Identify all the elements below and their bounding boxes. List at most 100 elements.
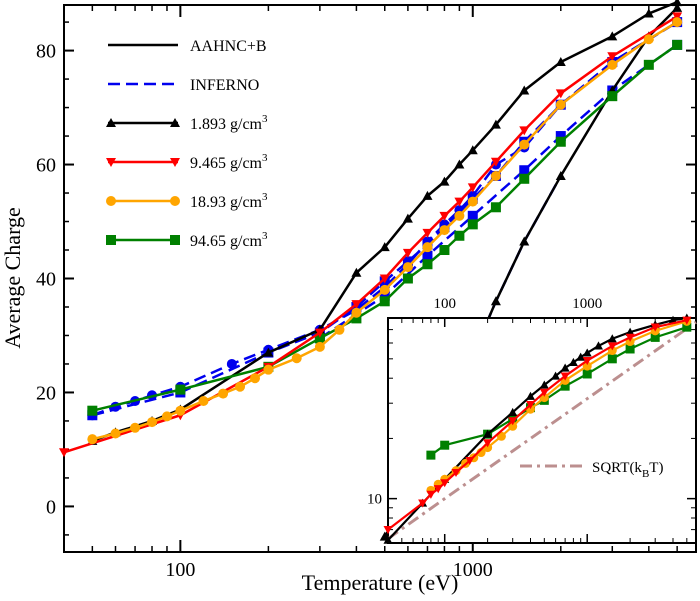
data-point <box>218 388 229 399</box>
data-point <box>351 307 362 318</box>
inset-data-point <box>625 333 635 342</box>
data-point <box>672 39 683 50</box>
inset-y-tick-label: 10 <box>367 492 382 508</box>
data-point <box>291 353 302 364</box>
inset-data-point <box>650 323 660 332</box>
data-point <box>454 159 465 169</box>
data-point <box>490 170 501 181</box>
data-point <box>379 242 390 252</box>
data-point <box>454 210 465 221</box>
data-point <box>555 56 566 66</box>
data-point <box>379 296 390 307</box>
inset-data-point <box>607 334 617 343</box>
legend-marker <box>170 196 180 206</box>
data-point <box>490 296 501 306</box>
inset-data-point <box>539 380 549 389</box>
data-point <box>422 228 433 238</box>
x-tick-label: 100 <box>165 559 195 581</box>
inset-data-point <box>607 354 617 364</box>
inset-data-point <box>483 439 493 448</box>
data-point <box>490 157 501 167</box>
data-point <box>555 170 566 180</box>
data-point <box>147 417 158 428</box>
data-point <box>490 119 501 129</box>
inset-data-point <box>465 456 475 466</box>
y-tick-label: 60 <box>36 155 56 177</box>
data-point <box>402 273 413 284</box>
data-point <box>175 405 186 416</box>
data-point <box>226 358 237 369</box>
data-point <box>467 210 478 221</box>
data-point <box>519 236 530 246</box>
data-point <box>439 245 450 256</box>
data-point <box>607 59 618 70</box>
inset-data-point <box>576 352 586 361</box>
data-point <box>314 328 325 338</box>
inset-ticks: 100 1000 10 <box>367 296 696 543</box>
inset-data-point <box>625 344 635 354</box>
legend-marker <box>106 118 116 127</box>
inset-data-point <box>682 316 692 325</box>
data-point <box>672 0 683 7</box>
inset-data-point <box>440 440 450 450</box>
y-tick-label: 40 <box>36 269 56 291</box>
data-point <box>555 89 566 99</box>
inset-data-point <box>508 407 518 416</box>
data-point <box>519 165 530 176</box>
legend-label: AAHNC+B <box>190 38 267 55</box>
data-point <box>454 197 465 207</box>
data-point <box>467 183 478 193</box>
legend-marker <box>170 235 180 245</box>
inset-data-point <box>582 356 592 366</box>
data-point <box>402 213 413 223</box>
data-point <box>607 91 618 102</box>
data-point <box>422 259 433 270</box>
data-point <box>263 347 274 357</box>
data-point <box>607 31 618 41</box>
inset-data-point <box>383 526 393 535</box>
data-point <box>402 262 413 273</box>
inset-series <box>383 313 697 544</box>
inset-data-point <box>682 322 692 332</box>
data-point <box>672 2 683 12</box>
inset-data-point <box>560 363 570 372</box>
y-tick-label: 0 <box>46 496 56 518</box>
y-tick-label: 20 <box>36 382 56 404</box>
data-point <box>175 384 186 395</box>
data-point <box>467 196 478 207</box>
data-point <box>519 173 530 184</box>
inset-data-point <box>418 499 428 508</box>
inset-data-point <box>593 341 603 350</box>
inset-data-point <box>551 371 561 380</box>
inset-data-point <box>383 535 393 544</box>
data-point <box>643 8 654 18</box>
data-point <box>607 52 618 62</box>
data-point <box>130 422 141 433</box>
data-point <box>643 59 654 70</box>
data-point <box>439 225 450 236</box>
data-point <box>314 333 325 344</box>
data-point <box>439 176 450 186</box>
inset-data-point <box>433 485 443 494</box>
data-point <box>379 290 390 301</box>
data-point <box>555 99 566 110</box>
data-point <box>351 267 362 277</box>
data-point <box>198 396 209 407</box>
data-point <box>87 434 98 445</box>
legend-label: INFERNO <box>190 77 259 94</box>
inset-data-point <box>560 372 570 381</box>
legend-label: 9.465 g/cm3 <box>190 152 268 172</box>
inset-series-line <box>387 316 687 541</box>
data-point <box>555 131 566 142</box>
data-point <box>379 284 390 295</box>
data-point <box>672 12 683 22</box>
data-point <box>87 405 98 416</box>
data-point <box>422 250 433 261</box>
inset-data-point <box>582 348 592 357</box>
legend-marker <box>106 158 116 167</box>
data-point <box>519 126 530 136</box>
inset-data-point <box>607 342 617 351</box>
data-point <box>59 448 69 458</box>
y-tick-label: 80 <box>36 41 56 63</box>
